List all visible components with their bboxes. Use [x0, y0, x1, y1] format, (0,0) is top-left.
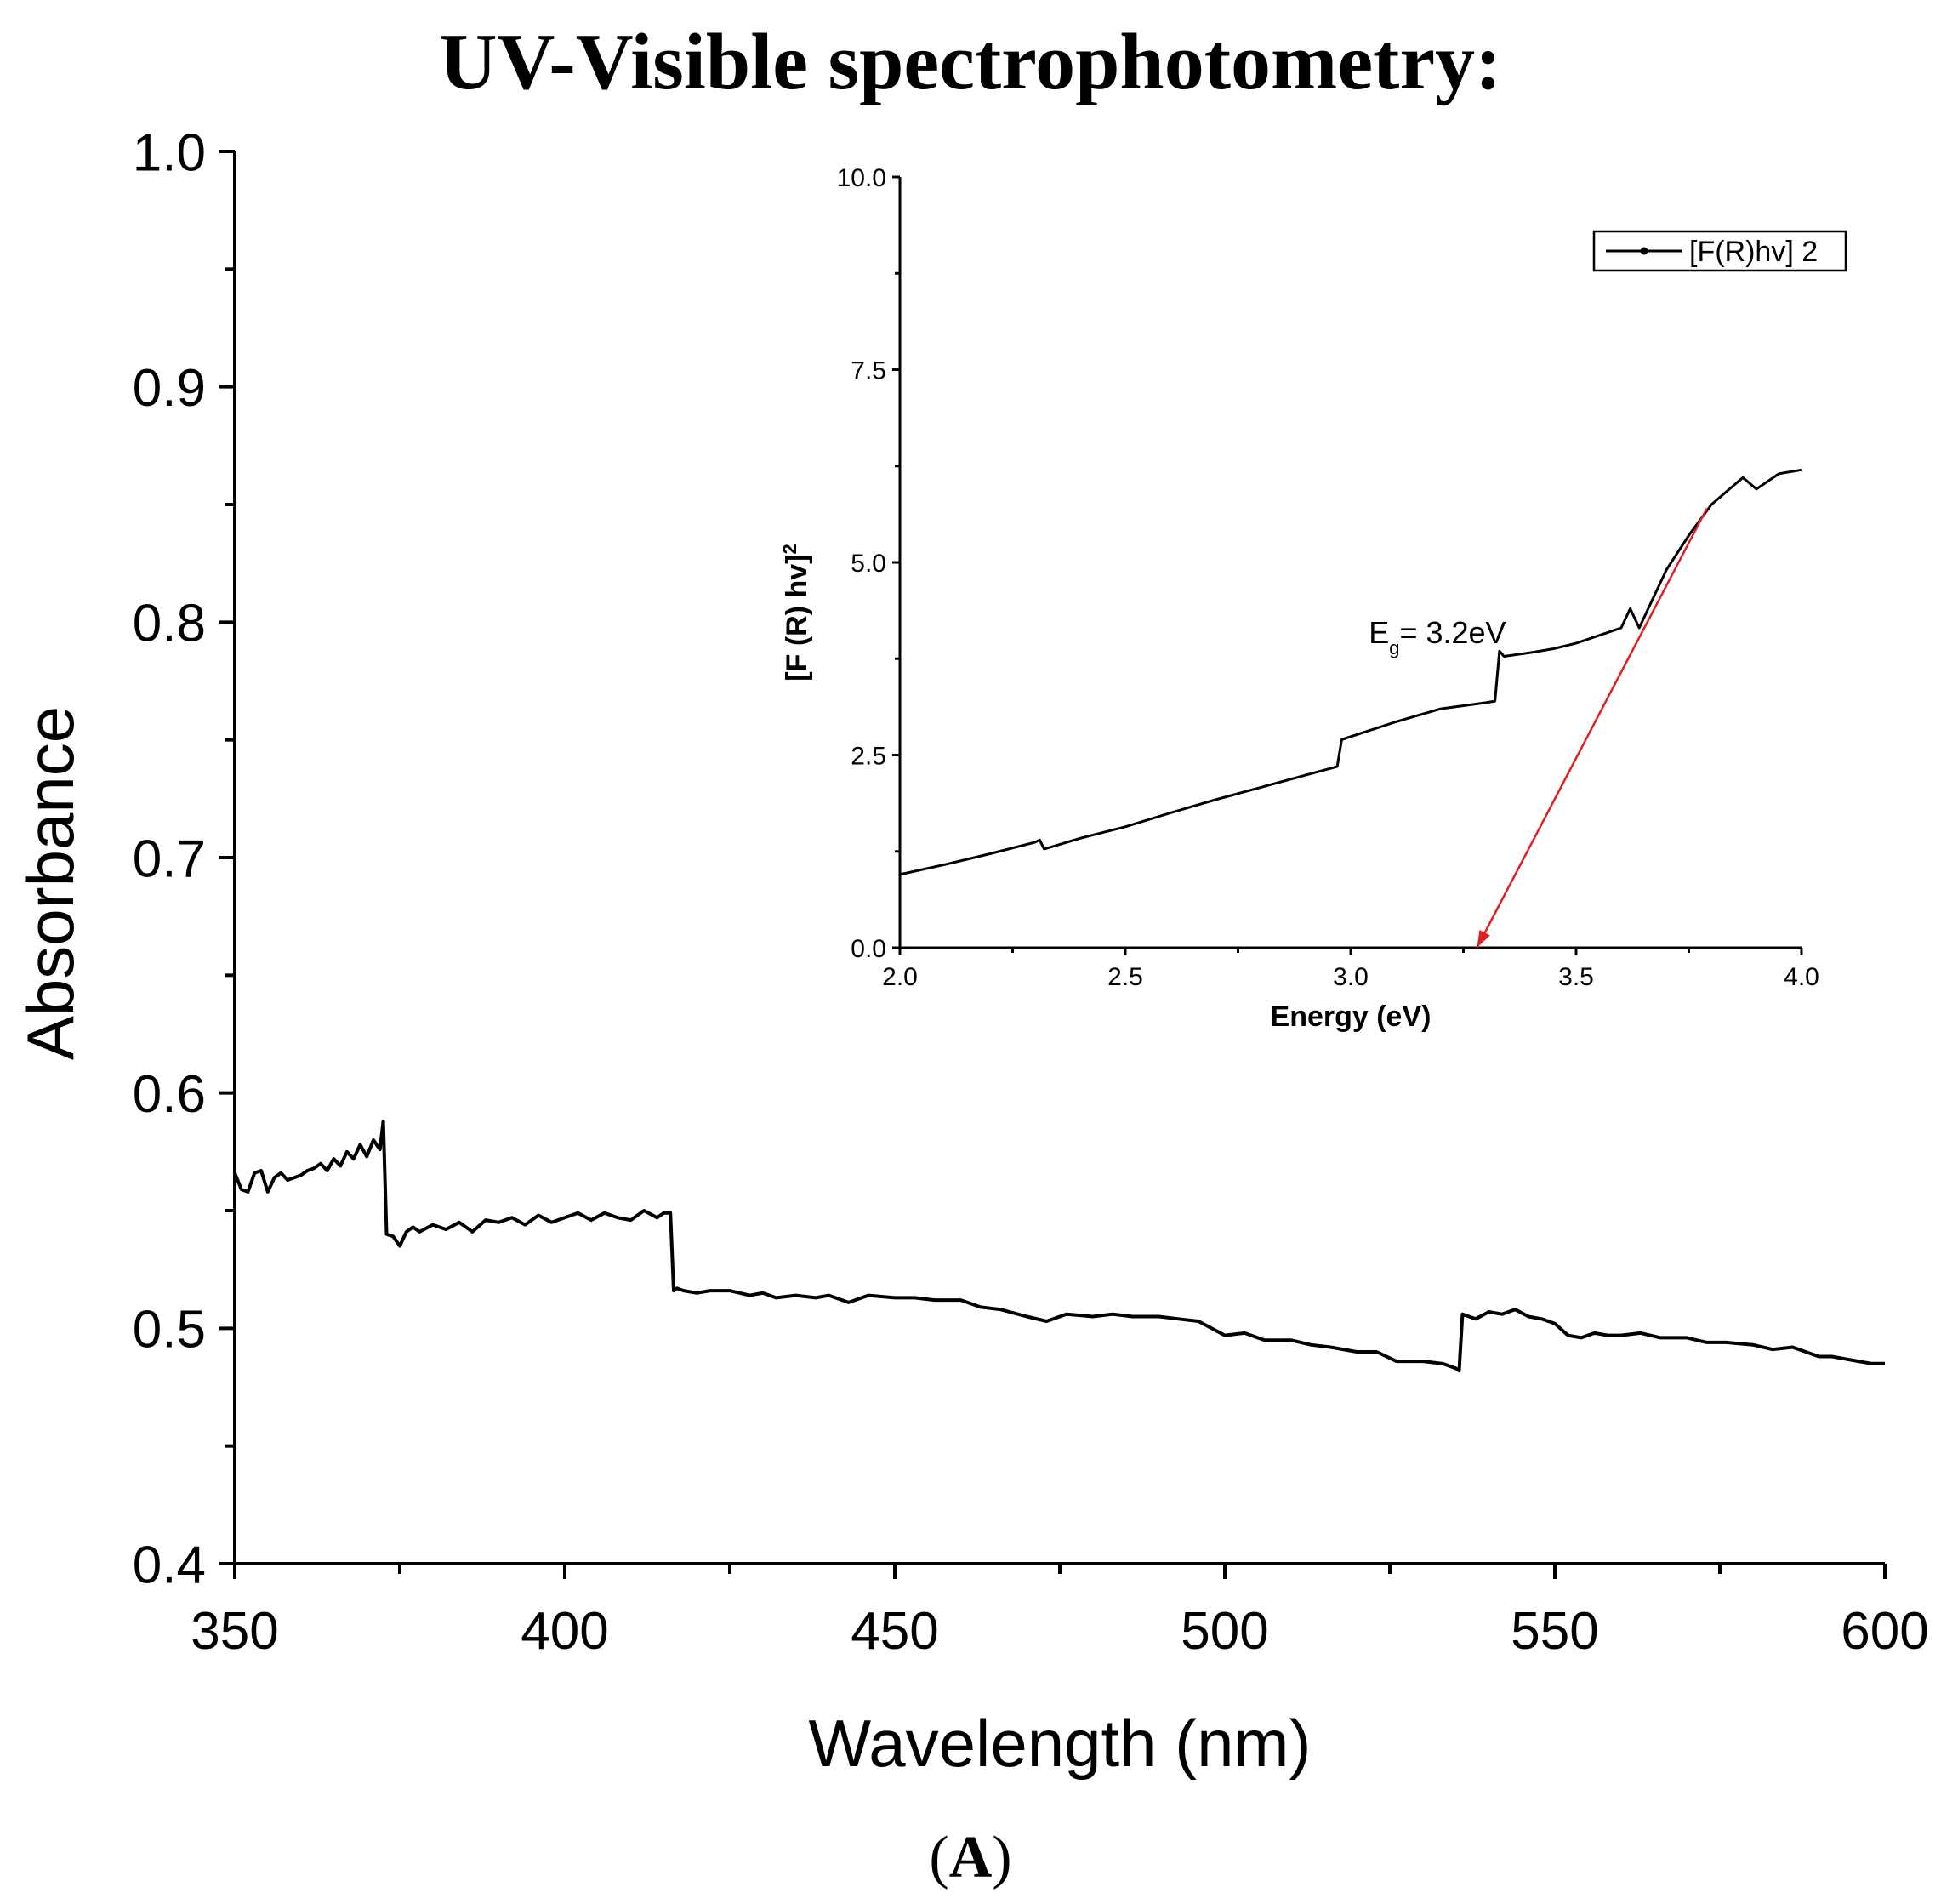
inset-y-tick-label: 7.5: [851, 356, 886, 385]
main-x-tick-label: 400: [521, 1602, 608, 1661]
main-x-label: Wavelength (nm): [809, 1706, 1312, 1781]
inset-chart: 2.0 2.5 3.0 3.5 4.0 0.0 2.5 5.0 7.5 10.0 Energy (…: [779, 164, 1847, 1033]
inset-x-label: Energy (eV): [1271, 1000, 1432, 1033]
inset-x-tick-label: 4.0: [1784, 963, 1819, 991]
band-gap-annotation-sub: g: [1389, 637, 1399, 658]
inset-tangent-line: [1476, 508, 1708, 949]
panel-label-open: (: [929, 1825, 948, 1890]
main-x-tick-label: 600: [1841, 1602, 1928, 1661]
inset-legend-marker: [1640, 247, 1648, 255]
panel-label-close: ): [992, 1825, 1011, 1890]
inset-ticks: 2.0 2.5 3.0 3.5 4.0 0.0 2.5 5.0 7.5 10.0: [837, 164, 1819, 991]
main-ticks: 350 400 450 500 550 600 0.4 0.5 0.6 0.7 0.8 0.9 1.0: [133, 123, 1929, 1661]
inset-x-tick-label: 3.0: [1333, 963, 1369, 991]
main-series: [233, 1119, 1885, 1373]
inset-y-tick-label: 10.0: [837, 164, 886, 192]
inset-legend: [F(R)hv] 2: [1592, 230, 1847, 272]
main-y-tick-label: 0.9: [133, 359, 206, 418]
main-y-tick-label: 0.6: [133, 1065, 206, 1124]
band-gap-annotation: Eg= 3.2eV: [1369, 615, 1506, 658]
main-y-tick-label: 0.5: [133, 1301, 206, 1360]
inset-x-tick-label: 3.5: [1558, 963, 1594, 991]
main-x-tick-label: 350: [191, 1602, 278, 1661]
inset-series-line: [899, 468, 1802, 876]
inset-y-label: [F (R) hv]2: [779, 544, 814, 681]
main-y-tick-label: 0.4: [133, 1536, 206, 1594]
main-chart: 350 400 450 500 550 6000.40.50.60.70.80.91.0 …: [13, 123, 1929, 1781]
panel-label: (A): [929, 1825, 1011, 1890]
main-y-tick-label: 1.0: [133, 123, 206, 182]
inset-y-tick-label: 5.0: [851, 550, 886, 578]
figure-title: UV-Visible spectrophotometry:: [440, 18, 1502, 106]
main-x-tick-label: 550: [1511, 1602, 1598, 1661]
inset-x-tick-label: 2.5: [1107, 963, 1143, 991]
inset-y-tick-label: 0.0: [851, 935, 886, 963]
panel-label-letter: A: [949, 1825, 993, 1890]
inset-x-tick-label: 2.0: [882, 963, 918, 991]
inset-y-tick-label: 2.5: [851, 742, 886, 770]
band-gap-annotation-rest: = 3.2eV: [1399, 615, 1506, 650]
inset-y-label-main: [F (R) hv]: [781, 555, 813, 681]
band-gap-annotation-main: E: [1369, 615, 1389, 650]
inset-y-label-sup: 2: [779, 544, 800, 554]
main-x-tick-label: 500: [1181, 1602, 1268, 1661]
inset-series: [899, 468, 1802, 876]
main-y-tick-label: 0.7: [133, 829, 206, 888]
inset-tangent-arrowhead: [1477, 930, 1490, 948]
main-series-line: [233, 1119, 1885, 1373]
inset-legend-label: [F(R)hv] 2: [1689, 236, 1818, 268]
main-y-tick-label: 0.8: [133, 595, 206, 653]
main-x-tick-label: 450: [851, 1602, 938, 1661]
main-y-label: Absorbance: [13, 706, 88, 1060]
